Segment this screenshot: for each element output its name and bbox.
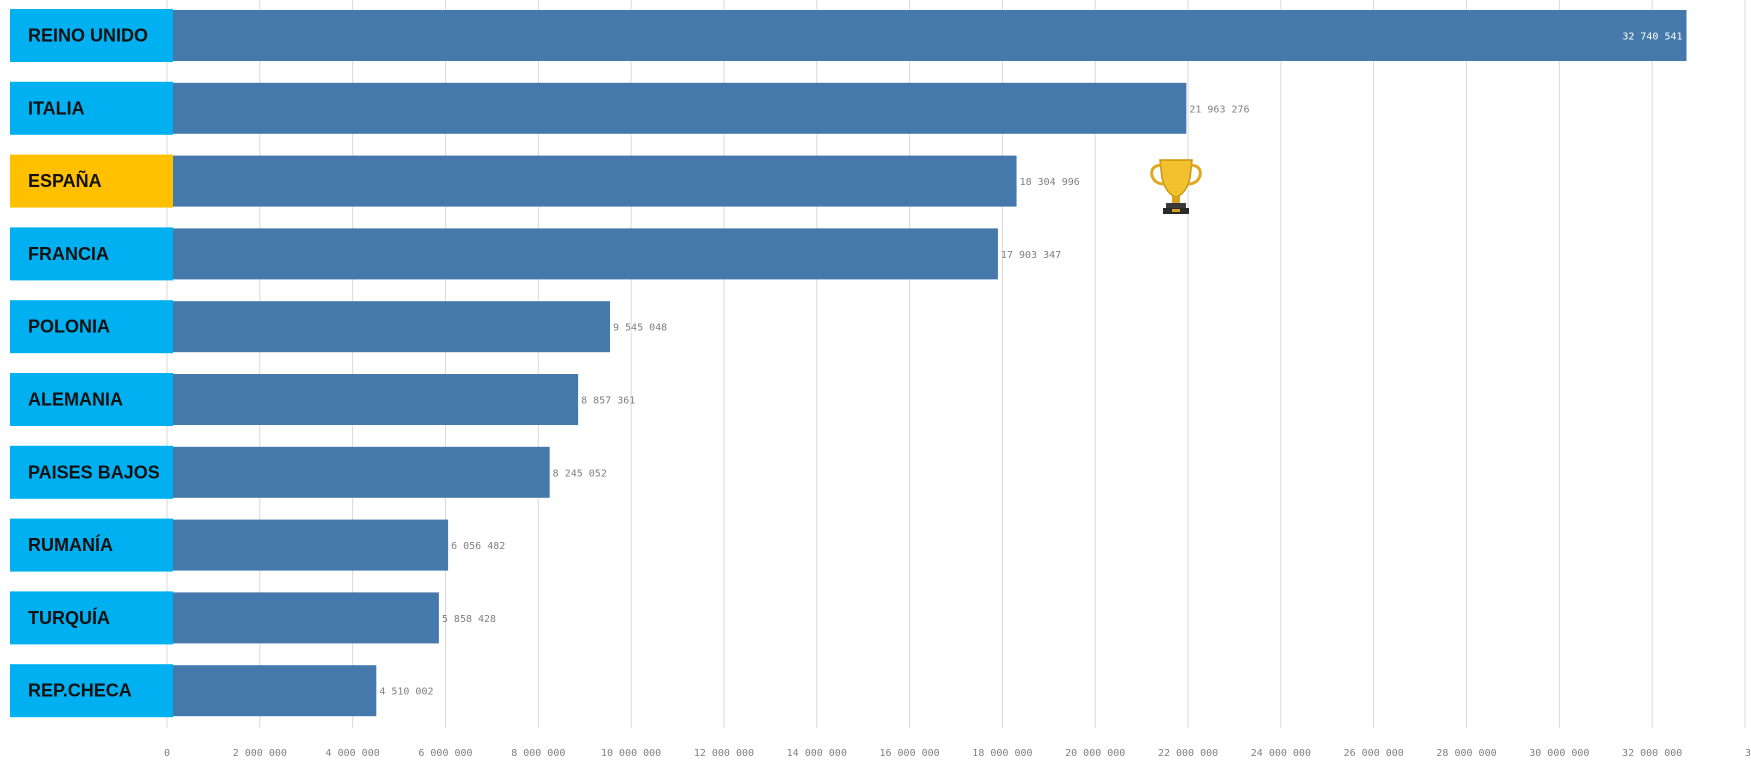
category-label-box [10,664,173,718]
category-label: TURQUÍA [28,607,110,628]
x-tick-label: 10 000 000 [601,748,661,759]
category-label-box [10,445,173,499]
category-label: ESPAÑA [28,170,102,191]
bar [167,665,377,717]
category-label-box [10,227,173,281]
x-tick-label: 12 000 000 [694,748,754,759]
value-label: 18 304 996 [1020,177,1080,188]
bar [167,592,439,644]
x-tick-label: 14 000 000 [787,748,847,759]
category-label-box [10,373,173,426]
category-label: RUMANÍA [28,534,113,555]
value-label: 21 963 276 [1189,104,1249,115]
bar [167,82,1187,134]
category-label-box [10,300,173,354]
value-label: 8 245 052 [553,468,607,479]
category-label: ALEMANIA [28,390,123,410]
value-label: 5 858 428 [442,614,496,625]
x-tick-label: 2 000 000 [233,748,287,759]
bar [167,155,1017,207]
category-label-box [10,518,173,572]
bars-group [167,10,1687,717]
category-labels: REINO UNIDO ITALIA ESPAÑA FRANCIA POLONIA ALE… [10,9,173,718]
x-tick-label: 34 [1745,748,1751,759]
x-tick-label: 28 000 000 [1436,748,1496,759]
x-tick-label: 26 000 000 [1344,748,1404,759]
category-label: REINO UNIDO [28,26,148,46]
bar [167,301,611,353]
category-label: PAISES BAJOS [28,462,160,482]
bar [167,374,579,425]
value-label: 8 857 361 [581,396,635,407]
x-tick-label: 8 000 000 [511,748,565,759]
x-tick-label: 16 000 000 [879,748,939,759]
category-label: FRANCIA [28,244,109,264]
x-tick-label: 6 000 000 [418,748,472,759]
x-tick-label: 32 000 000 [1622,748,1682,759]
category-label: REP.CHECA [28,681,132,701]
bar [167,10,1687,61]
value-label: 32 740 541 [1622,32,1682,43]
value-labels: 32 740 541 21 963 276 18 304 996 17 903 347… [379,32,1682,698]
x-tick-label: 20 000 000 [1065,748,1125,759]
category-label-box [10,81,173,135]
x-axis-ticks: 0 2 000 000 4 000 000 6 000 000 8 000 000 10 … [164,748,1751,759]
value-label: 9 545 048 [613,323,667,334]
bar [167,446,550,498]
value-label: 17 903 347 [1001,250,1061,261]
x-tick-label: 24 000 000 [1251,748,1311,759]
category-label-box [10,154,173,208]
category-label-box [10,591,173,645]
category-label-box [10,9,173,62]
x-tick-label: 0 [164,748,170,759]
category-label: ITALIA [28,98,85,118]
value-label: 4 510 002 [379,687,433,698]
bar [167,228,998,280]
x-tick-label: 4 000 000 [326,748,380,759]
x-tick-label: 30 000 000 [1529,748,1589,759]
x-tick-label: 22 000 000 [1158,748,1218,759]
trophy-icon [1150,159,1202,214]
value-label: 6 056 482 [451,541,505,552]
category-label: POLONIA [28,317,110,337]
x-tick-label: 18 000 000 [972,748,1032,759]
bar [167,519,449,571]
